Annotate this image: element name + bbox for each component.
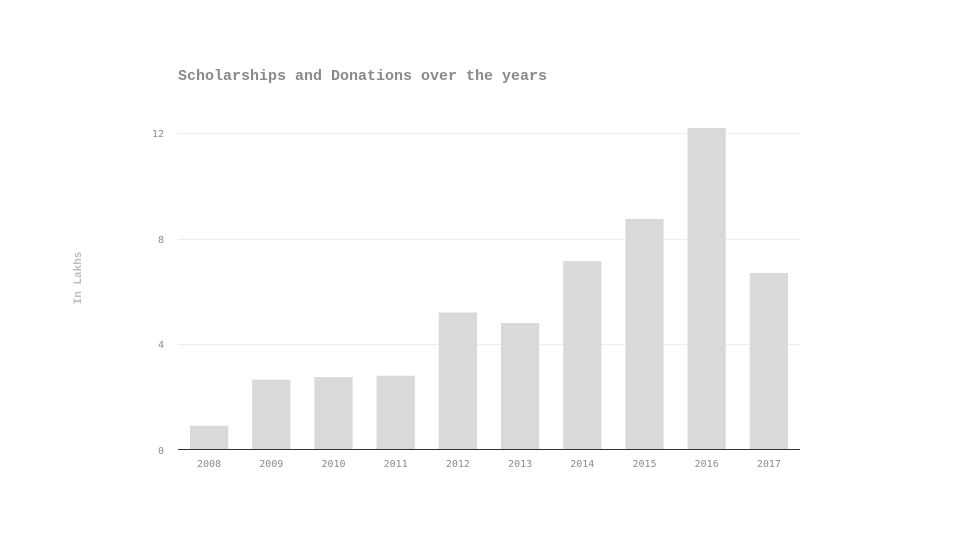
x-tick-label: 2014 [570, 459, 594, 470]
x-tick-label: 2013 [508, 459, 532, 470]
bar-2012 [438, 312, 478, 450]
y-tick-label: 8 [158, 235, 164, 246]
bar-2016 [687, 128, 726, 450]
bar-2017 [749, 272, 789, 450]
x-tick-label: 2012 [446, 459, 470, 470]
x-tick-label: 2008 [197, 459, 221, 470]
x-tick-label: 2011 [384, 459, 408, 470]
bar-2008 [189, 425, 229, 450]
x-tick-label: 2016 [695, 459, 719, 470]
bar-2010 [314, 377, 353, 450]
y-axis-ticks: 0 4 8 12 [152, 129, 164, 457]
y-axis-label: In Lakhs [73, 252, 85, 305]
bar-2013 [500, 323, 540, 450]
y-tick-label: 0 [158, 446, 164, 457]
x-axis-ticks: 2008 2009 2010 2011 2012 2013 2014 2015 2016 2017 [197, 459, 781, 470]
x-tick-label: 2009 [259, 459, 283, 470]
x-tick-label: 2017 [757, 459, 781, 470]
y-tick-label: 4 [158, 340, 164, 351]
bar-2015 [625, 218, 664, 450]
bar-2014 [563, 261, 602, 450]
bars [189, 128, 789, 450]
y-tick-label: 12 [152, 129, 164, 140]
x-tick-label: 2015 [632, 459, 656, 470]
chart-title: Scholarships and Donations over the year… [178, 68, 547, 85]
bar-2011 [376, 375, 415, 450]
bar-2009 [252, 379, 291, 450]
x-tick-label: 2010 [321, 459, 345, 470]
